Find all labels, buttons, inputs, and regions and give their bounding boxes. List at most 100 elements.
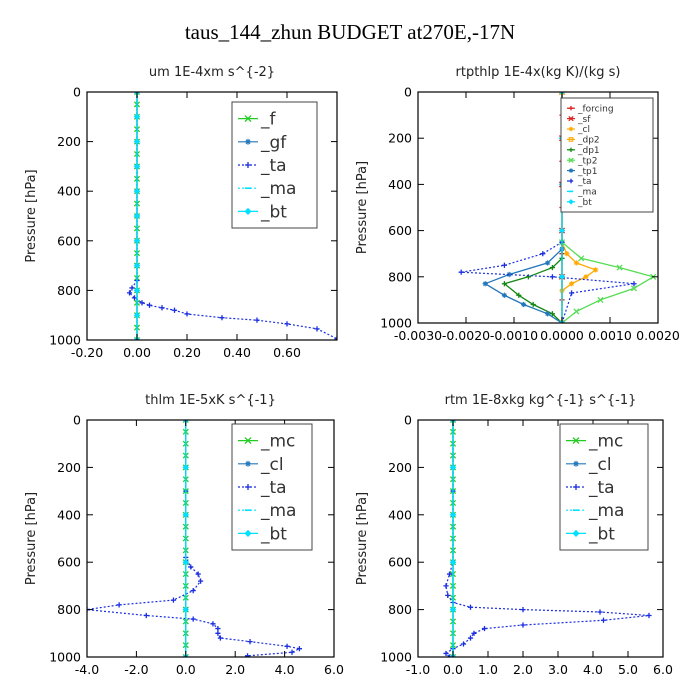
legend-marker [245,138,251,145]
legend-label: _ta [577,177,592,187]
data-point [540,251,546,257]
data-point [139,300,145,306]
y-tick-label: 800 [57,602,81,617]
legend-marker [572,437,580,445]
y-tick-label: 600 [388,555,412,570]
legend-label: _tp2 [577,156,597,166]
data-point [545,311,551,317]
legend-marker [572,529,580,537]
x-tick-label: 0.40 [223,345,251,360]
data-point [467,635,474,641]
data-point [458,269,464,275]
legend-item-f: _f [238,110,277,130]
y-axis-label-thlm: Pressure [hPa] [24,492,39,585]
legend-marker [244,437,252,445]
series-line-tp1 [483,248,563,323]
legend-item-ta: _ta [566,478,615,498]
legend-marker [568,178,574,184]
legend-marker [244,529,252,537]
data-point [133,163,141,170]
legend-label: _dp2 [577,136,600,146]
data-point [195,571,201,577]
legend-label: _cl [577,125,590,135]
y-tick-label: 400 [57,184,81,199]
legend-item-ta: _ta [238,478,287,498]
data-point [247,638,253,645]
data-point [446,654,453,657]
y-tick-label: 1000 [380,650,412,665]
data-point [525,274,531,280]
data-point [443,650,449,657]
y-tick-label: 400 [388,177,412,192]
legend-label: _tp1 [577,167,597,177]
data-point [296,646,303,652]
data-point [184,311,190,317]
legend-label: _bt [260,202,287,222]
plot-area-thlm [87,420,303,657]
legend-item-cl: _cl [567,125,590,135]
data-point [443,583,449,589]
legend-label: _forcing [577,104,614,114]
data-point [289,649,295,655]
series-rtm-bt [449,420,457,657]
y-tick-label: 600 [57,233,81,248]
legend-label: _ta [260,478,287,498]
legend-item-ma: _ma [238,501,296,521]
legend-label: _ma [577,188,597,198]
legend-label: _cl [588,455,612,475]
data-point [449,464,457,471]
data-point [597,296,604,303]
legend-marker [568,147,574,152]
x-tick-label: -2.0 [124,662,148,677]
legend-item-dp1: _dp1 [567,146,600,156]
plot-frame-um [86,91,338,341]
data-point [133,312,141,319]
data-point [482,281,488,287]
legend-item-cl: _cl [566,455,612,475]
data-point [198,578,204,584]
x-tick-label: 1.0 [478,662,498,677]
data-point [182,559,189,566]
data-point [545,260,551,266]
legend-item-ma: _ma [566,501,624,521]
series-rtpthlp-cl [559,239,599,323]
legend-item-mc: _mc [566,432,623,452]
legend-item-bt: _bt [567,198,592,208]
legend-marker [245,460,251,467]
legend-label: _bt [260,524,287,544]
plot-area-rtm [443,420,652,657]
legend-item-mc: _mc [238,432,295,452]
y-tick-label: 1000 [49,333,81,348]
data-point [133,287,141,294]
series-line-dp1 [503,242,563,323]
legend-marker [568,115,574,122]
x-tick-label: -0.0010 [490,328,538,343]
data-point [593,267,599,273]
data-point [578,255,585,262]
legend-marker [568,199,574,205]
data-point [244,653,251,657]
x-tick-label: 0.60 [273,345,301,360]
y-axis-label-um: Pressure [hPa] [24,169,39,262]
data-point [284,643,290,649]
data-point [131,295,138,301]
y-tick-label: 600 [388,223,412,238]
data-point [133,113,141,120]
legend-marker [568,126,574,132]
chart-title-rtm: rtm 1E-8xkg kg^{-1} s^{-1} [445,393,637,408]
legend-item-dp2: _dp2 [567,136,600,146]
data-point [133,237,141,244]
x-tick-label: 6.0 [653,662,673,677]
legend-marker [245,484,251,490]
legend-item-forcing: _forcing [567,104,614,114]
data-point [631,281,637,287]
x-tick-label: 0.0000 [540,328,584,343]
series-um-bt [133,92,141,340]
legend-label: _mc [260,432,295,452]
x-tick-label: 4.0 [275,662,295,677]
y-tick-label: 1000 [49,650,81,665]
data-point [116,602,122,608]
data-point [445,592,451,598]
series-thlm-bt [182,420,189,657]
data-point [573,308,580,315]
